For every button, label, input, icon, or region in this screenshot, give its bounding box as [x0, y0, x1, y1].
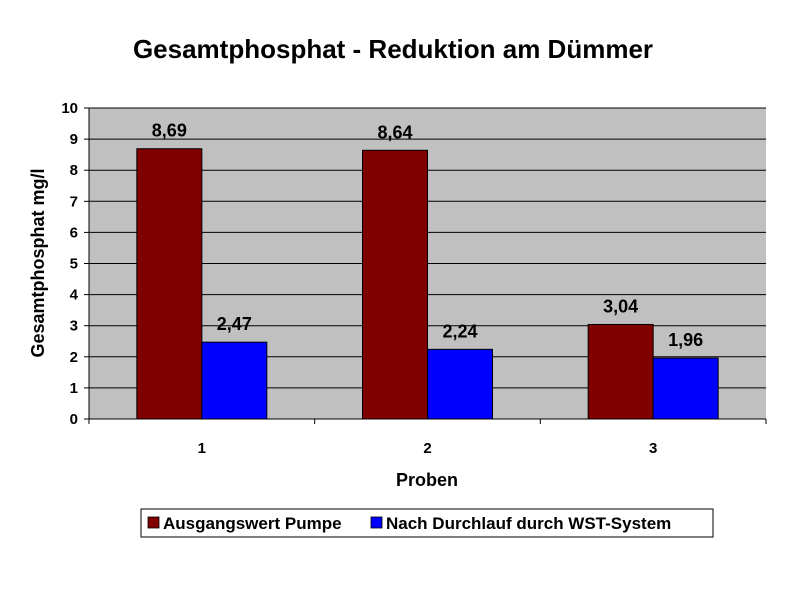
bar [362, 149, 428, 420]
bars [136, 148, 719, 420]
chart-title: Gesamtphosphat - Reduktion am Dümmer [133, 34, 653, 64]
legend-swatch-ausgangswert [147, 516, 160, 529]
x-tick-label: 1 [198, 440, 206, 457]
data-label: 3,04 [603, 296, 638, 316]
data-label: 2,24 [442, 321, 477, 341]
bar [652, 357, 719, 420]
data-label: 2,47 [217, 314, 252, 334]
legend: Ausgangswert Pumpe Nach Durchlauf durch … [140, 508, 714, 538]
x-axis-ticks: 1 2 3 [88, 419, 767, 457]
legend-box [140, 508, 714, 538]
bar [427, 348, 493, 420]
y-tick-label: 6 [70, 224, 78, 241]
y-axis-label: Gesamtphosphat mg/l [28, 168, 48, 357]
legend-label-nach-durchlauf: Nach Durchlauf durch WST-System [386, 514, 671, 533]
y-tick-label: 4 [70, 287, 79, 304]
y-tick-label: 0 [70, 411, 78, 428]
legend-swatch-nach-durchlauf [370, 516, 383, 529]
y-tick-label: 2 [70, 349, 78, 366]
y-tick-label: 5 [70, 256, 78, 273]
data-labels: 8,69 8,64 3,04 2,47 2,24 1,96 [152, 121, 703, 350]
y-tick-label: 10 [61, 100, 78, 117]
data-label: 8,69 [152, 121, 187, 141]
legend-label-ausgangswert: Ausgangswert Pumpe [163, 514, 342, 533]
y-tick-label: 1 [70, 380, 78, 397]
y-axis-ticks: 0 1 2 3 4 5 6 7 8 9 10 [61, 100, 89, 428]
data-label: 8,64 [377, 122, 412, 142]
y-tick-label: 3 [70, 318, 78, 335]
data-label: 1,96 [668, 330, 703, 350]
x-tick-label: 3 [649, 440, 657, 457]
y-tick-label: 8 [70, 162, 78, 179]
y-tick-label: 9 [70, 131, 78, 148]
x-tick-label: 2 [423, 440, 431, 457]
bar [136, 148, 203, 420]
bar [587, 323, 654, 420]
y-tick-label: 7 [70, 193, 78, 210]
x-axis-label: Proben [396, 470, 458, 490]
bar [201, 341, 268, 420]
